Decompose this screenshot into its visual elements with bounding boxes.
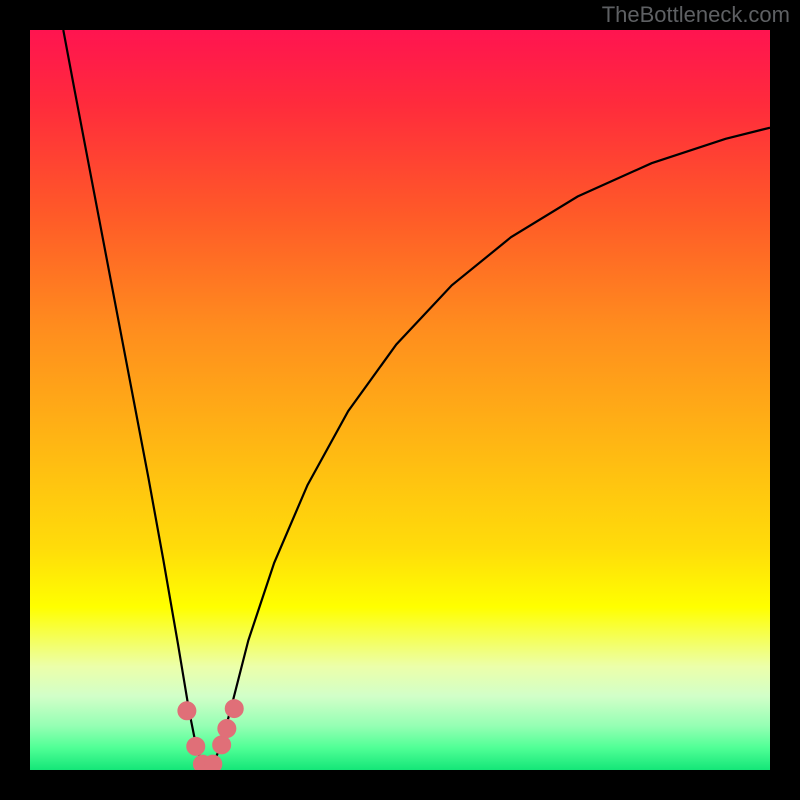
vertex-marker <box>204 755 222 770</box>
vertex-marker <box>187 737 205 755</box>
bottleneck-curve-plot <box>30 30 770 770</box>
gradient-background <box>30 30 770 770</box>
vertex-marker <box>225 700 243 718</box>
vertex-marker <box>213 736 231 754</box>
chart-container: TheBottleneck.com <box>0 0 800 800</box>
vertex-marker <box>218 720 236 738</box>
vertex-marker <box>178 702 196 720</box>
watermark-text: TheBottleneck.com <box>602 2 790 28</box>
